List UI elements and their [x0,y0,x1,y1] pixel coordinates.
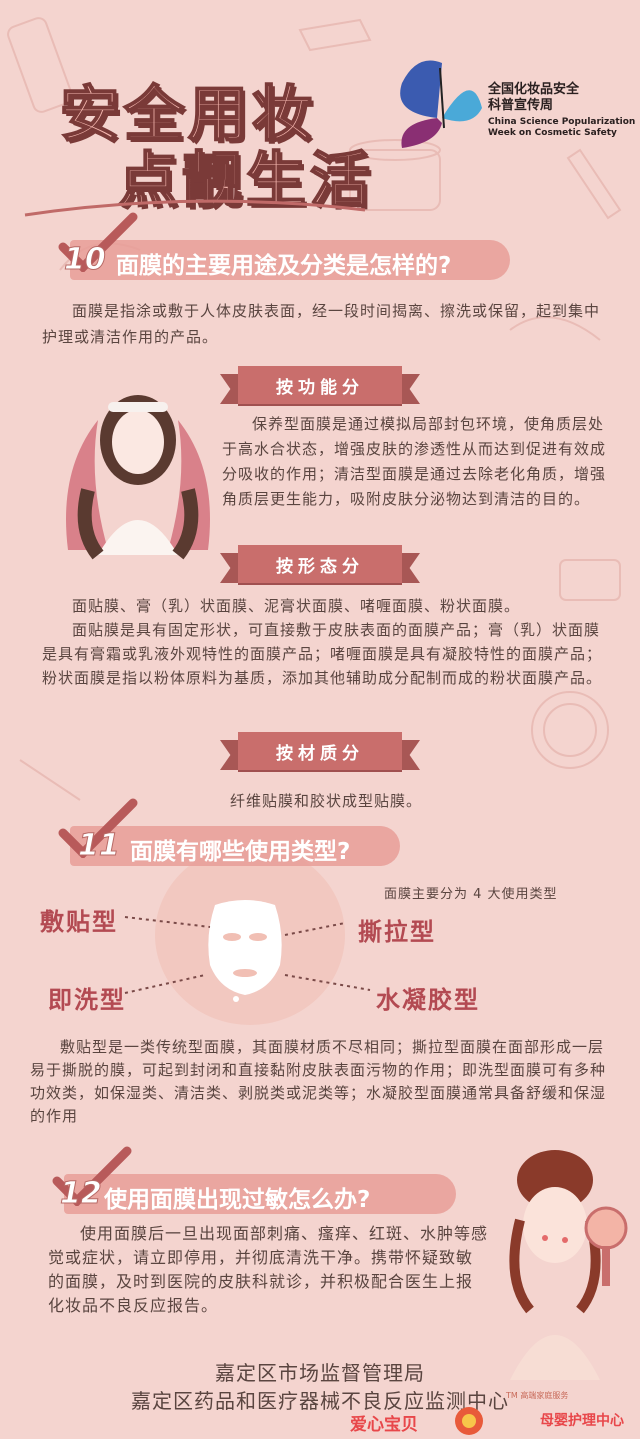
by-material-text: 纤维贴膜和胶状成型贴膜。 [230,792,423,810]
watermark-left: 爱心宝贝 [350,1415,418,1435]
logo-en-line1: China Science Popularization [488,117,636,127]
logo-cn-line1: 全国化妆品安全 [488,82,580,97]
watermark-logo-icon [455,1407,483,1435]
watermark-right: 母婴护理中心 [540,1413,624,1429]
logo-cn-line2: 科普宣传周 [488,98,554,113]
section10-title: 面膜的主要用途及分类是怎样的? [116,253,452,279]
logo-english-text: China Science Popularization Week on Cos… [488,117,635,139]
section11-title: 面膜有哪些使用类型? [130,839,351,865]
girl-with-mask-illustration [66,395,210,560]
type-connector-lines [124,916,371,994]
ribbon-by-function: 按功能分 [238,366,402,404]
face-mask-illustration [208,900,282,1002]
ribbon-by-material: 按材质分 [238,732,402,770]
checkmark-icon [58,212,138,272]
section10-banner [70,240,510,280]
checkmark-icon [58,798,138,858]
logo-en-line2: Week on Cosmetic Safety [488,128,617,138]
title-underline-scribble [24,199,366,217]
ribbon-by-form: 按形态分 [238,545,402,583]
section12-title: 使用面膜出现过敏怎么办? [104,1187,371,1213]
logo-chinese-text: 全国化妆品安全 科普宣传周 [488,82,579,114]
woman-with-mirror-illustration [509,1150,628,1380]
section11-text: 敷贴型是一类传统型面膜，其面膜材质不尽相同；撕拉型面膜在面部形成一层易于撕脱的膜… [30,1038,607,1125]
section11-subtitle: 面膜主要分为 4 大使用类型 [384,887,558,902]
type-label-peel-off: 撕拉型 [358,918,436,946]
type-label-apply: 敷贴型 [40,908,118,936]
section10-number: 10 [64,242,107,278]
section10-intro: 面膜是指涂或敷于人体皮肤表面，经一段时间揭离、擦洗或保留，起到集中护理或清洁作用… [42,302,601,346]
type-label-hydrogel: 水凝胶型 [376,986,480,1014]
section11-banner [70,826,400,866]
section11-number: 11 [78,828,121,864]
footer-org-line1: 嘉定区市场监督管理局 [215,1361,425,1385]
type-label-rinse-off: 即洗型 [48,986,126,1014]
footer-org-line2: 嘉定区药品和医疗器械不良反应监测中心 [131,1389,509,1413]
by-form-text: 面贴膜是具有固定形状，可直接敷于皮肤表面的面膜产品；膏（乳）状面膜是具有膏霜或乳… [42,621,603,687]
section12-text: 使用面膜后一旦出现面部刺痛、瘙痒、红斑、水肿等感觉或症状，请立即停用，并彻底清洗… [48,1224,489,1315]
main-title-line1: 安全用妆 [59,79,316,151]
butterfly-logo-icon [400,60,482,148]
section12-banner [64,1174,456,1214]
checkmark-icon [52,1146,132,1206]
watermark-small: TM 高端家庭服务 [506,1391,569,1400]
section12-number: 12 [60,1176,103,1212]
by-function-text: 保养型面膜是通过模拟局部封包环境，使角质层处于高水合状态，增强皮肤的渗透性从而达… [222,415,607,508]
by-form-line1: 面贴膜、膏（乳）状面膜、泥膏状面膜、啫喱面膜、粉状面膜。 [72,597,521,615]
